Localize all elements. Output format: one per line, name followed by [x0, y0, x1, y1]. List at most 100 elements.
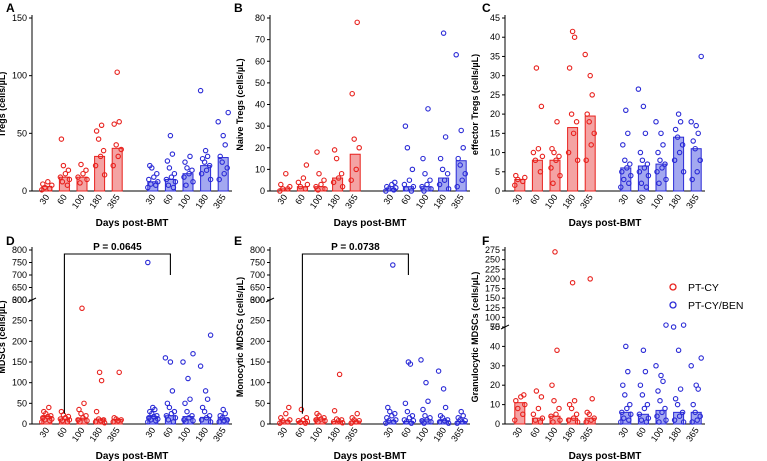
data-point: [628, 411, 634, 418]
y-tick-label: 650: [250, 283, 265, 293]
data-point: [623, 107, 629, 114]
data-point: [626, 180, 632, 187]
data-point: [203, 167, 210, 173]
data-point: [302, 186, 309, 192]
data-point: [356, 417, 362, 424]
data-point: [423, 379, 429, 386]
y-tick-label: 125: [485, 303, 500, 313]
data-point: [655, 149, 661, 156]
data-point: [655, 388, 661, 394]
data-point: [565, 149, 572, 156]
data-point: [549, 145, 555, 152]
data-point: [216, 176, 222, 183]
x-tick-label: 365: [343, 192, 360, 210]
y-tick-label: 150: [12, 357, 27, 367]
data-point: [354, 410, 360, 417]
data-point: [338, 170, 345, 177]
y-tick-label: 10: [490, 400, 500, 410]
y-tick-label: 25: [490, 90, 500, 100]
y-tick-label: 50: [255, 78, 265, 88]
data-point: [515, 405, 521, 412]
data-point: [639, 392, 646, 398]
data-point: [183, 182, 189, 188]
data-point: [333, 155, 340, 162]
data-point: [349, 90, 355, 97]
bar: [111, 147, 123, 192]
data-point: [189, 412, 195, 419]
data-point: [427, 415, 433, 421]
x-tick-label: 365: [343, 425, 360, 443]
data-point: [100, 417, 107, 423]
data-point: [164, 400, 171, 407]
data-point: [554, 347, 560, 354]
data-point: [662, 405, 668, 412]
data-point: [349, 415, 355, 421]
data-point: [313, 183, 319, 190]
bar: [217, 417, 229, 425]
y-tick-label: 30: [490, 71, 500, 81]
data-point: [625, 130, 631, 137]
y-tick-label: 5: [495, 167, 500, 177]
y-tick-label: 35: [490, 51, 500, 61]
data-point: [688, 119, 694, 125]
data-point: [427, 177, 433, 183]
x-tick-label: 100: [308, 192, 325, 210]
data-point: [644, 161, 651, 167]
data-point: [348, 177, 354, 183]
data-point: [657, 397, 663, 404]
data-point: [331, 408, 338, 414]
x-axis-title: Days post-BMT: [334, 451, 407, 461]
data-point: [587, 276, 593, 282]
y-tick-label: 40: [255, 100, 265, 110]
data-point: [385, 404, 391, 411]
data-point: [168, 174, 175, 180]
data-point: [638, 180, 645, 187]
data-point: [58, 408, 65, 415]
x-tick-label: 180: [431, 192, 448, 210]
x-tick-label: 60: [293, 192, 307, 206]
y-tick-label: 225: [485, 264, 500, 274]
data-point: [62, 170, 69, 177]
data-point: [187, 153, 193, 160]
data-point: [336, 371, 343, 378]
data-point: [459, 177, 465, 183]
data-point: [75, 417, 81, 423]
data-point: [215, 119, 221, 125]
data-point: [84, 417, 90, 424]
data-point: [77, 180, 83, 186]
x-tick-label: 60: [634, 425, 648, 439]
x-tick-label: 180: [193, 192, 210, 210]
bar: [200, 416, 212, 425]
data-point: [658, 130, 664, 137]
data-point: [566, 65, 573, 71]
data-point: [513, 397, 519, 404]
legend-label-pt-cy-ben: PT-CY/BEN: [688, 300, 743, 312]
data-point: [78, 410, 84, 417]
data-point: [677, 386, 684, 392]
data-point: [206, 162, 213, 169]
y-axis-title: Granulocytic MDSCs (cells/µL): [470, 272, 480, 403]
data-point: [640, 347, 647, 354]
data-point: [538, 394, 545, 400]
data-point: [532, 417, 539, 423]
data-point: [692, 145, 698, 152]
data-point: [662, 161, 668, 167]
data-point: [93, 128, 100, 134]
data-point: [571, 397, 578, 404]
x-tick-label: 100: [308, 425, 325, 443]
data-point: [184, 165, 190, 171]
data-point: [670, 324, 677, 330]
data-point: [181, 417, 187, 423]
data-point: [642, 130, 649, 137]
data-point: [571, 34, 578, 40]
data-point: [225, 109, 231, 116]
data-point: [694, 169, 700, 175]
data-point: [321, 415, 327, 421]
data-point: [587, 72, 593, 79]
y-tick-label: 20: [255, 143, 265, 153]
data-point: [278, 415, 284, 421]
data-point: [624, 165, 630, 171]
data-point: [680, 169, 687, 175]
data-point: [435, 368, 442, 374]
